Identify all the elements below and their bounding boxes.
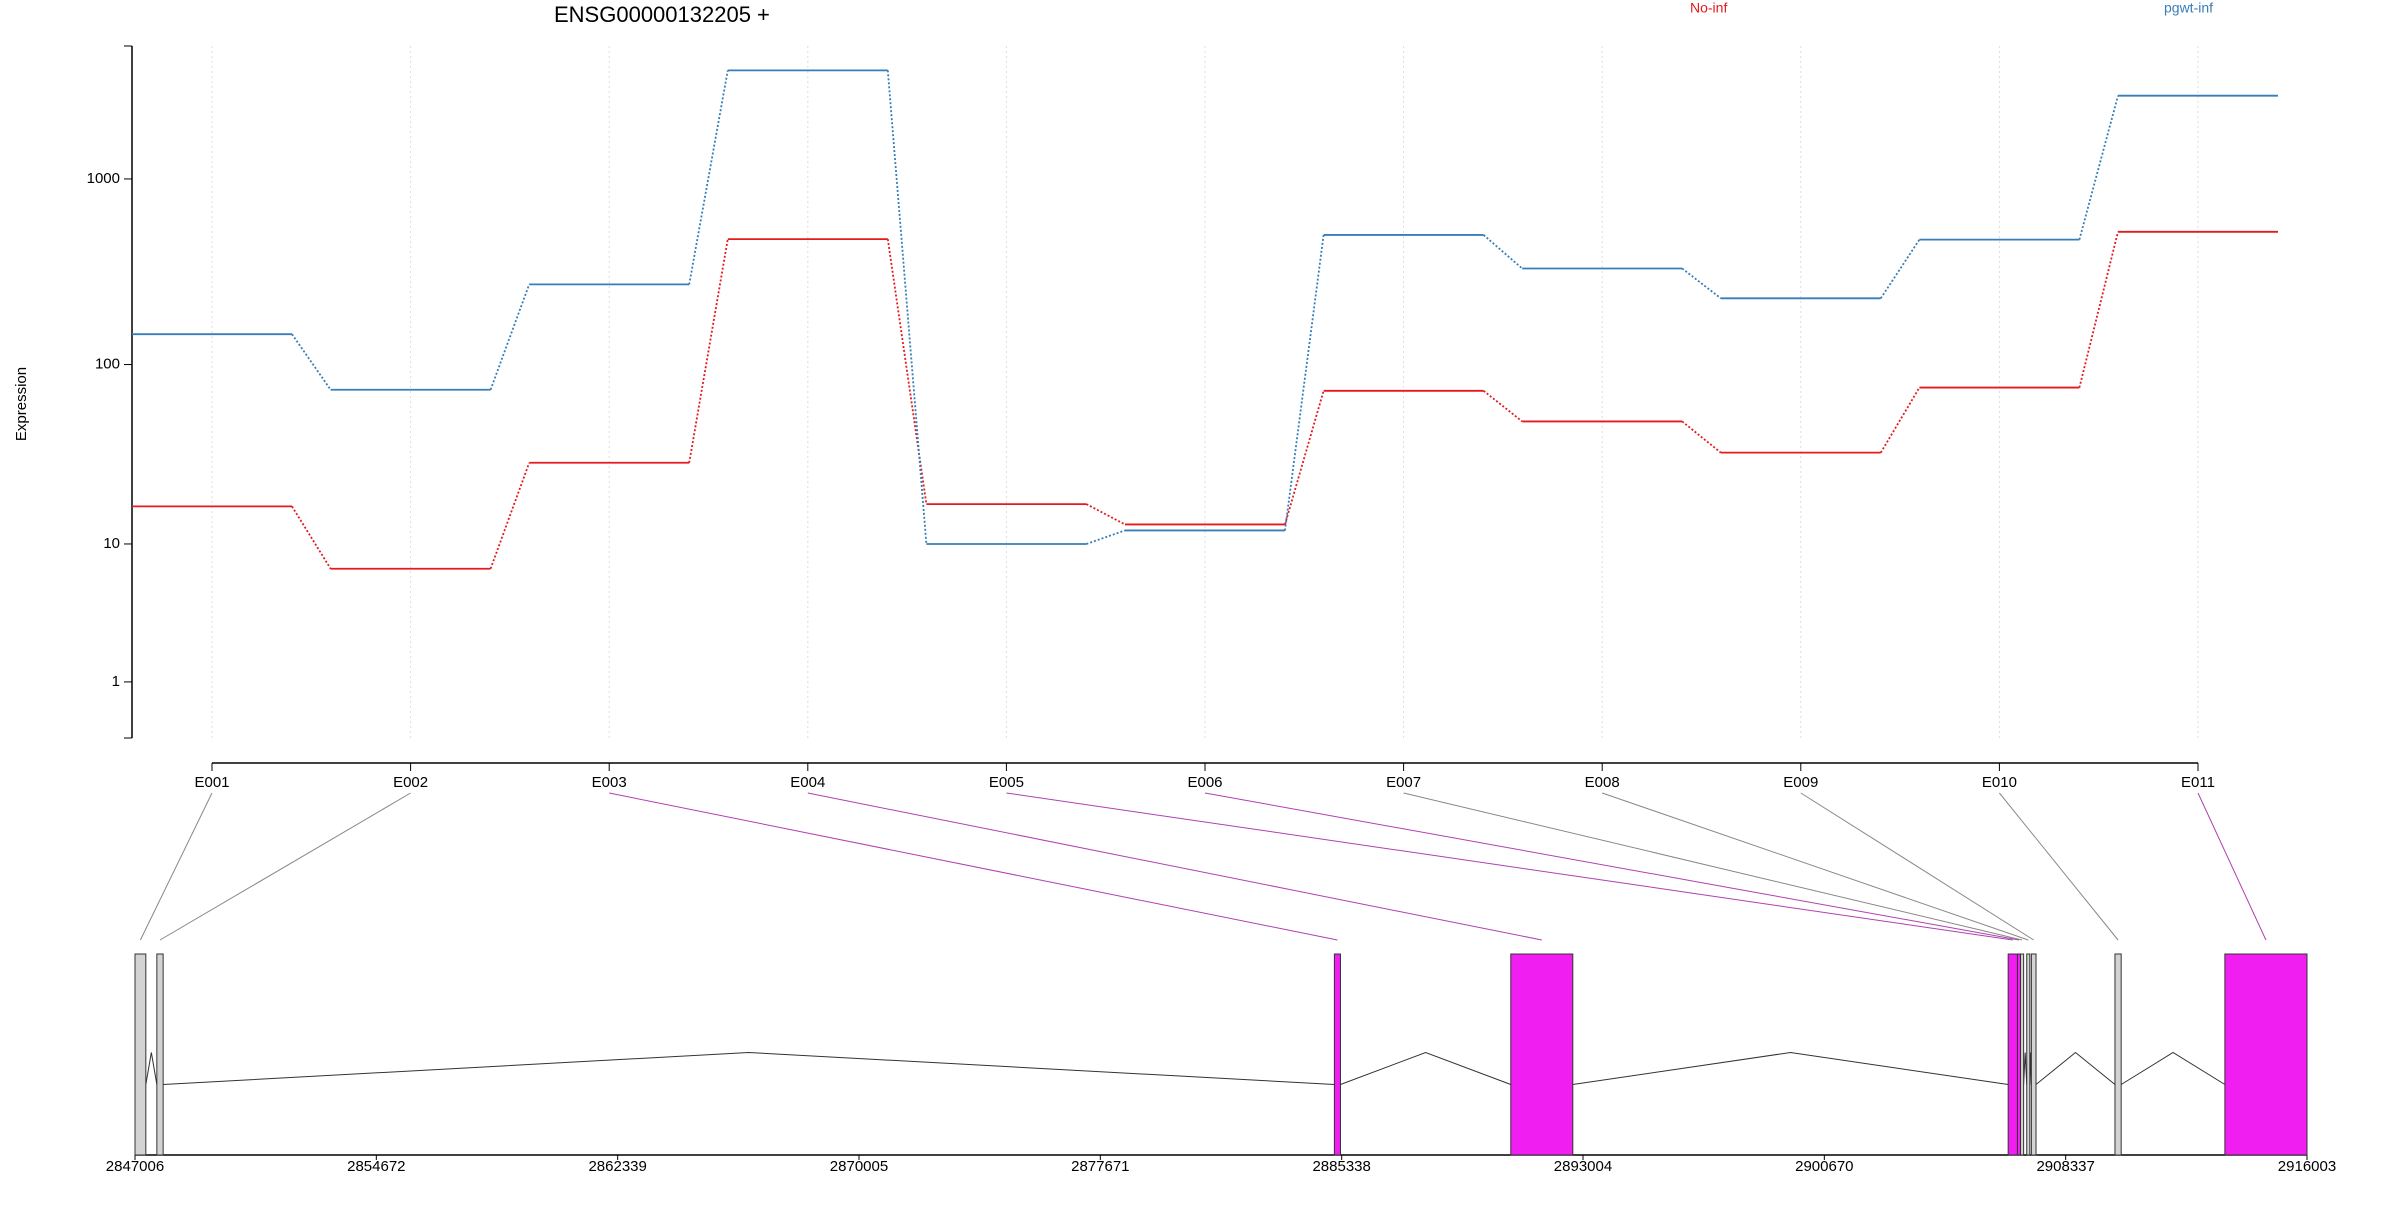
step-connector	[2078, 231, 2119, 388]
exon-connector	[807, 792, 1542, 941]
gene-tick-label: 2870005	[830, 1158, 888, 1175]
exon	[1333, 953, 1341, 1156]
y-axis-label: Expression	[13, 367, 30, 441]
step-connector	[1880, 387, 1921, 454]
exon-connector	[1204, 792, 2020, 941]
x-tick-label: E004	[790, 774, 825, 791]
gene-tick-label: 2854672	[347, 1158, 405, 1175]
x-tick-label: E008	[1585, 774, 1620, 791]
intron	[2035, 1051, 2116, 1085]
exon	[2030, 953, 2037, 1156]
step-connector	[688, 238, 729, 463]
gene-tick-label: 2900670	[1795, 1158, 1853, 1175]
step-connector	[1284, 390, 1325, 525]
exon-connector	[1999, 792, 2119, 941]
x-tick-label: E006	[1187, 774, 1222, 791]
step-connector	[886, 238, 928, 505]
step-connector	[1681, 420, 1722, 454]
step-connector	[1681, 267, 1722, 300]
step-connector	[1284, 234, 1325, 531]
exon-connector	[2197, 792, 2267, 941]
intron	[1572, 1051, 2009, 1085]
gene-tick-label: 2862339	[588, 1158, 646, 1175]
step-connector	[688, 70, 729, 285]
step-connector	[1086, 529, 1126, 545]
y-tick-label: 10	[103, 535, 120, 552]
exon-connector	[609, 792, 1338, 941]
x-tick-label: E009	[1783, 774, 1818, 791]
x-tick-label: E002	[393, 774, 428, 791]
exon-connector	[1403, 792, 2023, 941]
gene-tick-label: 2893004	[1554, 1158, 1612, 1175]
exon-connector	[159, 792, 411, 941]
exon	[1510, 953, 1574, 1156]
x-tick-label: E003	[592, 774, 627, 791]
legend-label: No-inf	[1690, 0, 1727, 16]
step-connector	[1483, 234, 1523, 270]
step-connector	[1880, 239, 1921, 299]
gene-tick-label: 2847006	[106, 1158, 164, 1175]
exon	[2026, 953, 2031, 1156]
exon	[156, 953, 164, 1156]
exon	[2020, 953, 2025, 1156]
x-tick-label: E011	[2181, 774, 2215, 791]
step-connector	[291, 505, 332, 570]
gene-tick-label: 2916003	[2278, 1158, 2336, 1175]
intron	[2023, 1052, 2028, 1085]
exon-connector	[1006, 792, 2013, 941]
intron	[163, 1051, 1335, 1085]
gene-tick-label: 2877671	[1071, 1158, 1129, 1175]
y-tick-label: 1000	[87, 170, 120, 187]
y-tick-label: 100	[95, 356, 120, 373]
step-connector	[489, 462, 531, 570]
step-connector	[489, 284, 531, 391]
step-connector	[1085, 503, 1126, 526]
step-connector	[2078, 95, 2119, 240]
gene-tick-label: 2885338	[1312, 1158, 1370, 1175]
chart-title: ENSG00000132205 +	[554, 2, 770, 27]
x-tick-label: E005	[989, 774, 1024, 791]
x-tick-label: E001	[194, 774, 229, 791]
step-connector	[1483, 390, 1523, 423]
exon	[2114, 953, 2122, 1156]
y-tick-label: 1	[112, 673, 120, 690]
intron	[1340, 1051, 1511, 1085]
step-connector	[291, 333, 332, 391]
gene-tick-label: 2908337	[2036, 1158, 2094, 1175]
step-connector	[886, 70, 928, 545]
exon-connector	[1800, 792, 2034, 941]
exon-connector	[139, 792, 213, 941]
exon-connector	[1602, 792, 2029, 941]
intron	[2120, 1051, 2226, 1085]
x-tick-label: E010	[1982, 774, 2017, 791]
intron	[145, 1052, 158, 1085]
x-tick-label: E007	[1386, 774, 1421, 791]
legend-label: pgwt-inf	[2164, 0, 2213, 16]
exon	[2007, 953, 2018, 1156]
exon	[134, 953, 147, 1156]
exon	[2224, 953, 2308, 1156]
